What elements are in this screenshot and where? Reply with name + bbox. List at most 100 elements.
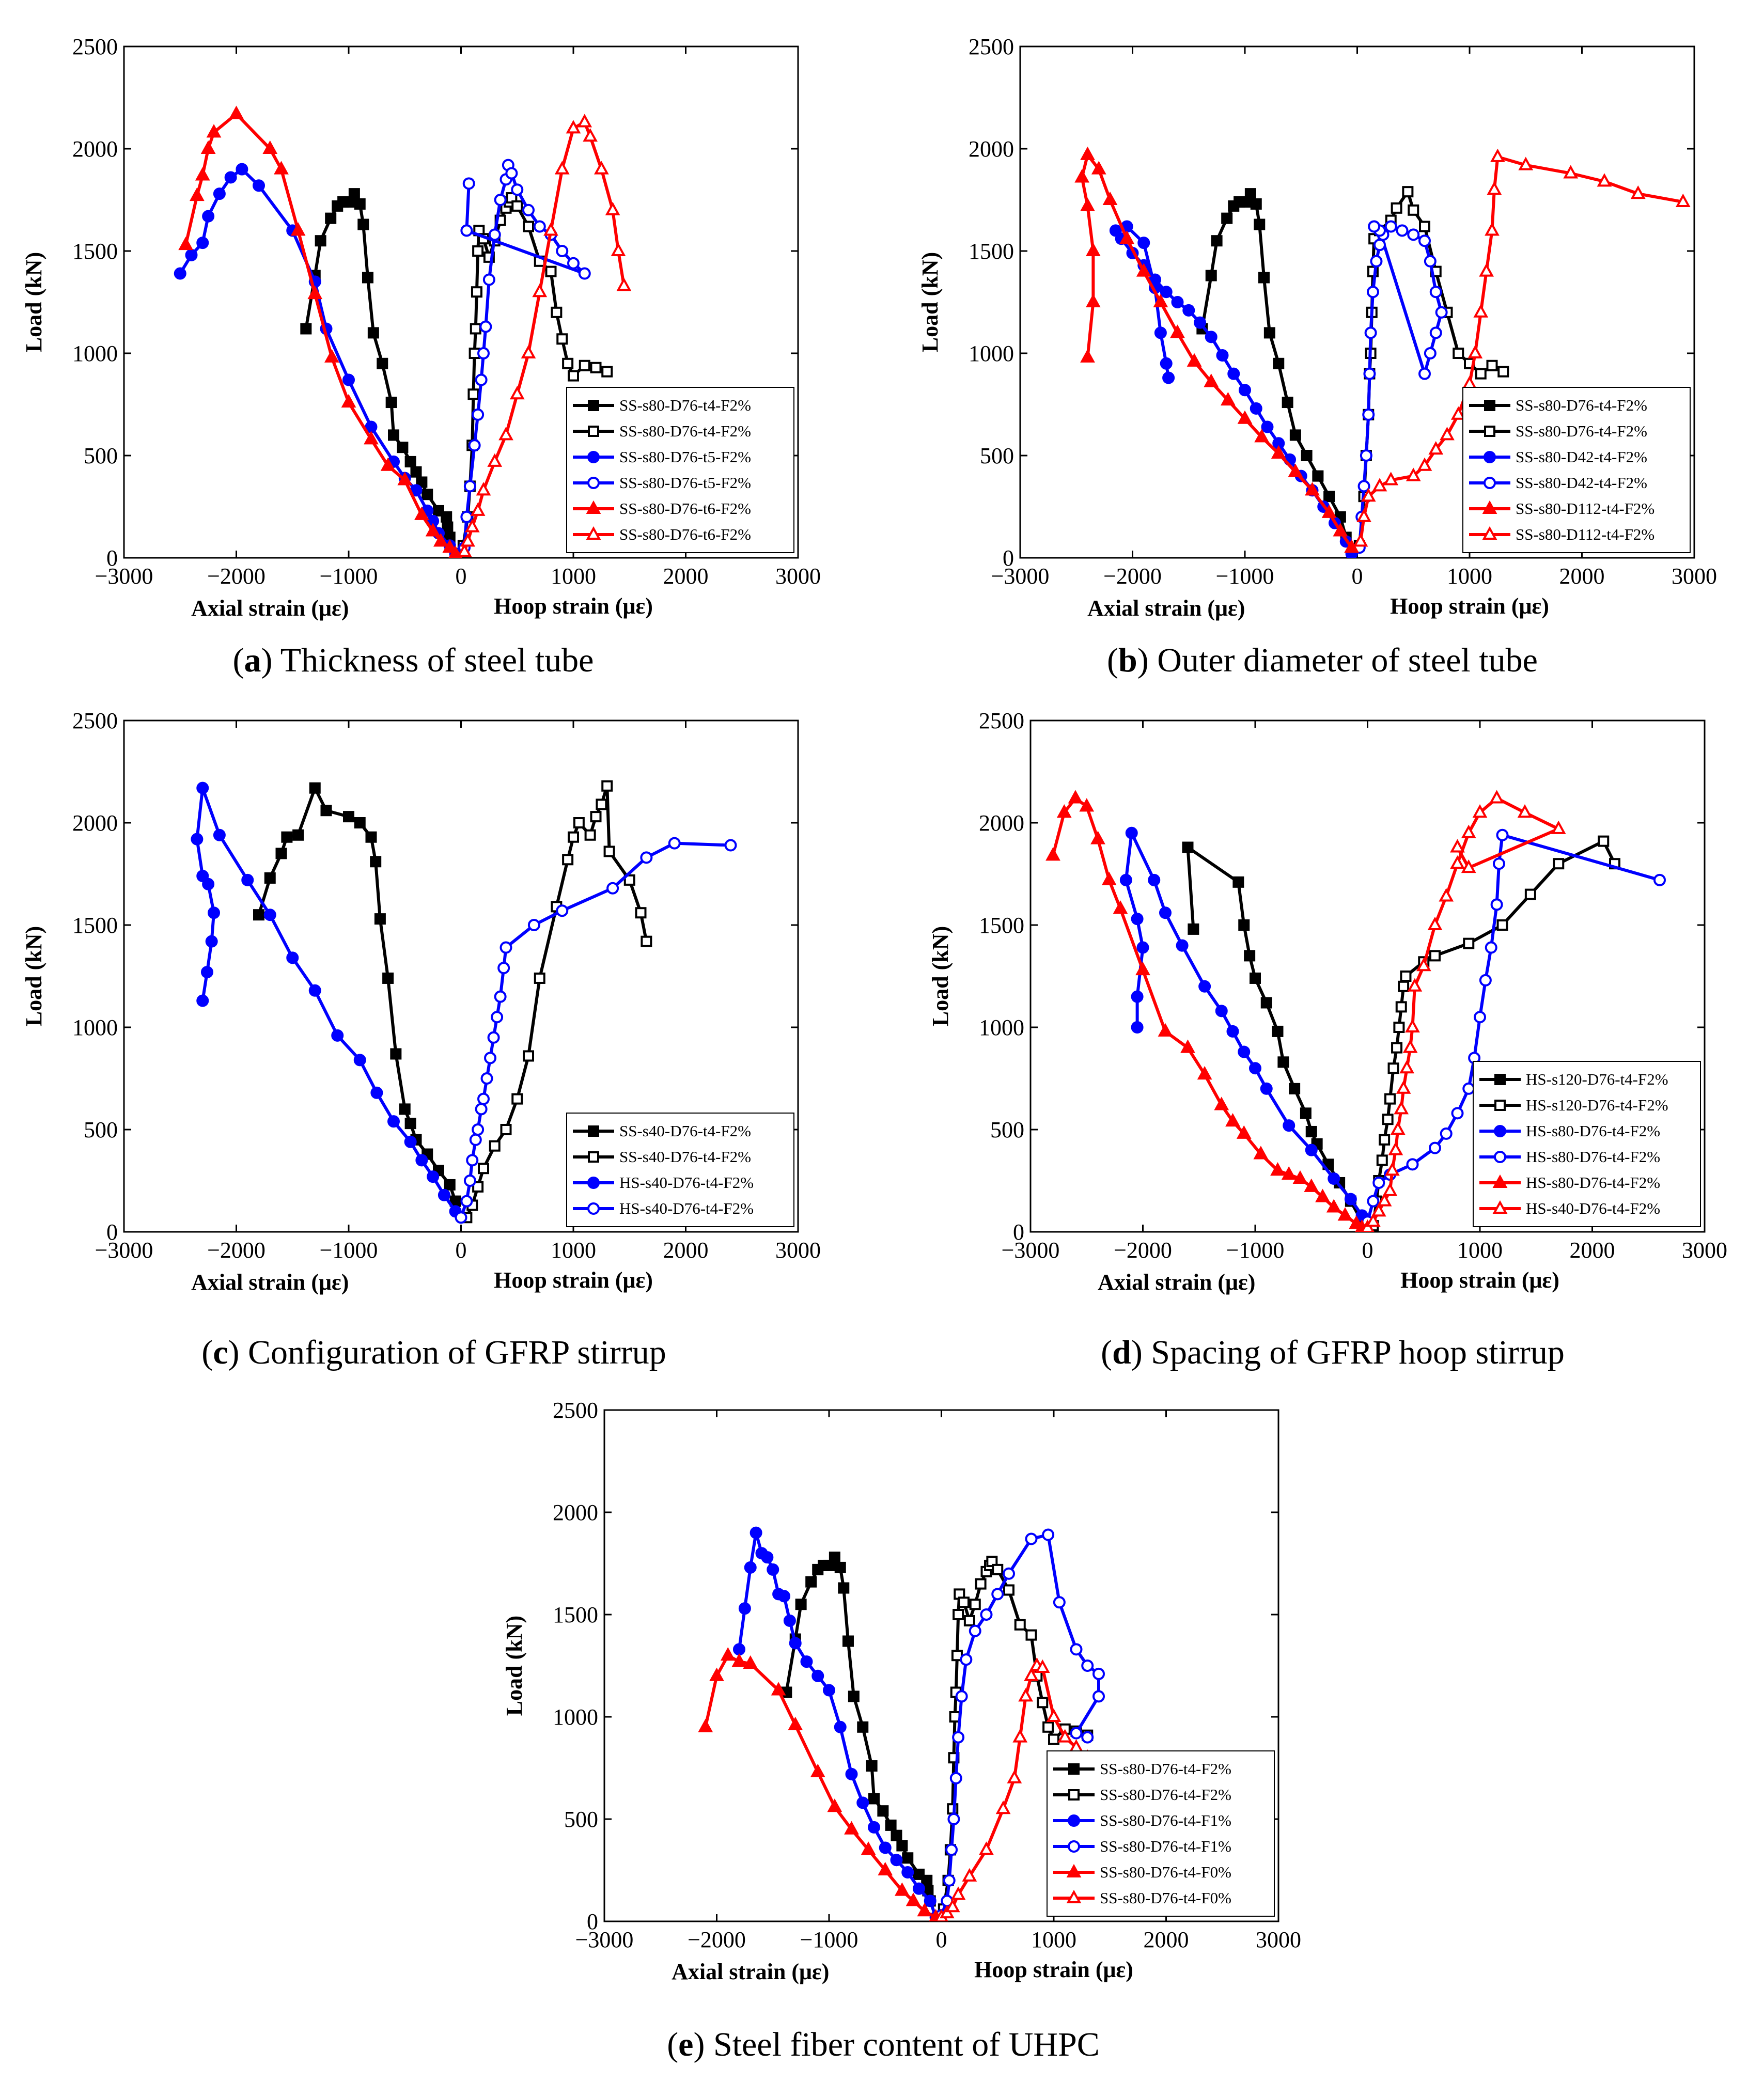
data-point bbox=[1463, 937, 1475, 949]
data-point bbox=[1333, 523, 1348, 537]
data-point bbox=[1394, 1101, 1409, 1115]
data-point bbox=[1046, 1708, 1061, 1722]
data-point bbox=[1312, 470, 1324, 482]
y-axis-label: Load (kN) bbox=[917, 252, 943, 352]
data-point bbox=[1113, 900, 1128, 914]
data-point bbox=[1261, 420, 1274, 433]
data-point bbox=[861, 1841, 876, 1855]
data-point bbox=[500, 1124, 512, 1135]
data-point bbox=[969, 1624, 981, 1637]
x-tick-label: 3000 bbox=[1256, 1927, 1301, 1952]
legend-label: HS-s80-D76-t4-F2% bbox=[1526, 1122, 1660, 1140]
data-point bbox=[1440, 427, 1455, 441]
data-point bbox=[404, 1135, 417, 1148]
data-point bbox=[1101, 871, 1117, 885]
data-point bbox=[374, 913, 386, 925]
x-tick-label: 0 bbox=[1352, 563, 1363, 589]
data-point bbox=[1160, 286, 1173, 299]
data-point bbox=[579, 359, 590, 371]
y-tick-label: 0 bbox=[1003, 545, 1014, 571]
data-point bbox=[253, 909, 264, 921]
data-point bbox=[1080, 146, 1095, 160]
legend: SS-s40-D76-t4-F2% SS-s40-D76-t4-F2% HS-s40… bbox=[566, 1113, 794, 1227]
y-tick-label: 2000 bbox=[72, 136, 118, 162]
data-point bbox=[1211, 235, 1223, 247]
series-2 bbox=[1119, 826, 1368, 1222]
data-point bbox=[1154, 326, 1167, 339]
data-point bbox=[174, 267, 186, 280]
data-point bbox=[879, 1841, 892, 1854]
data-point bbox=[489, 1140, 501, 1152]
data-point bbox=[286, 951, 299, 964]
legend-marker bbox=[1484, 426, 1495, 437]
data-point bbox=[1205, 270, 1217, 281]
data-point bbox=[1260, 997, 1272, 1009]
data-point bbox=[1475, 368, 1487, 380]
data-point bbox=[755, 1547, 768, 1560]
legend-label: HS-s40-D76-t4-F2% bbox=[619, 1199, 754, 1217]
series-0 bbox=[300, 188, 456, 543]
data-point bbox=[480, 1072, 493, 1085]
legend-label: SS-s40-D76-t4-F2% bbox=[619, 1148, 751, 1166]
data-point bbox=[1382, 1114, 1394, 1125]
data-point bbox=[208, 906, 220, 919]
x-axis-label-hoop: Hoop strain (με) bbox=[494, 1267, 653, 1293]
data-point bbox=[1270, 1162, 1285, 1176]
data-point bbox=[1473, 304, 1489, 318]
plot-area bbox=[191, 780, 737, 1224]
data-point bbox=[1328, 1172, 1340, 1185]
data-point bbox=[866, 1760, 878, 1772]
y-tick-label: 1500 bbox=[72, 913, 118, 938]
data-point bbox=[455, 1211, 467, 1224]
data-point bbox=[594, 161, 609, 175]
data-point bbox=[364, 431, 379, 445]
series-5 bbox=[457, 114, 632, 557]
data-point bbox=[196, 237, 209, 249]
series-3 bbox=[458, 159, 591, 554]
data-point bbox=[397, 442, 409, 453]
data-point bbox=[1092, 1690, 1105, 1703]
data-point bbox=[1070, 1643, 1083, 1656]
y-tick-label: 2000 bbox=[553, 1500, 598, 1525]
data-point bbox=[1363, 367, 1376, 380]
data-point bbox=[1387, 1062, 1399, 1074]
legend: HS-s120-D76-t4-F2% HS-s120-D76-t4-F2% HS-s… bbox=[1473, 1061, 1701, 1227]
data-point bbox=[362, 272, 373, 284]
data-point bbox=[523, 1050, 534, 1062]
data-point bbox=[1450, 855, 1465, 869]
data-point bbox=[462, 177, 475, 190]
data-point bbox=[623, 874, 635, 886]
data-point bbox=[1153, 293, 1168, 307]
data-point bbox=[388, 429, 399, 441]
data-point bbox=[315, 235, 326, 247]
series-5 bbox=[1361, 790, 1566, 1232]
legend-marker bbox=[1066, 1864, 1082, 1877]
data-point bbox=[442, 521, 454, 533]
data-point bbox=[380, 457, 396, 471]
data-point bbox=[478, 1163, 489, 1175]
data-point bbox=[962, 1868, 977, 1882]
legend-marker bbox=[586, 500, 601, 514]
data-point bbox=[1250, 198, 1262, 210]
data-point bbox=[1018, 1688, 1034, 1702]
data-point bbox=[1045, 847, 1060, 861]
data-point bbox=[1171, 296, 1184, 308]
data-point bbox=[567, 257, 580, 270]
legend-box bbox=[1047, 1750, 1275, 1917]
x-tick-label: 0 bbox=[456, 563, 467, 589]
data-point bbox=[196, 781, 209, 794]
data-point bbox=[842, 1635, 854, 1647]
data-point bbox=[1182, 841, 1194, 853]
legend-label: SS-s80-D76-t4-F2% bbox=[619, 422, 751, 440]
data-point bbox=[1012, 1729, 1028, 1743]
data-point bbox=[1323, 491, 1335, 503]
data-point bbox=[577, 114, 592, 128]
data-point bbox=[950, 1886, 966, 1900]
plot-area bbox=[174, 105, 632, 558]
data-point bbox=[1070, 1727, 1083, 1740]
legend-box bbox=[566, 387, 794, 553]
x-axis-label-axial: Axial strain (με) bbox=[191, 1270, 349, 1295]
data-point bbox=[1653, 873, 1666, 886]
data-point bbox=[1135, 961, 1150, 976]
legend-box bbox=[1473, 1061, 1701, 1227]
